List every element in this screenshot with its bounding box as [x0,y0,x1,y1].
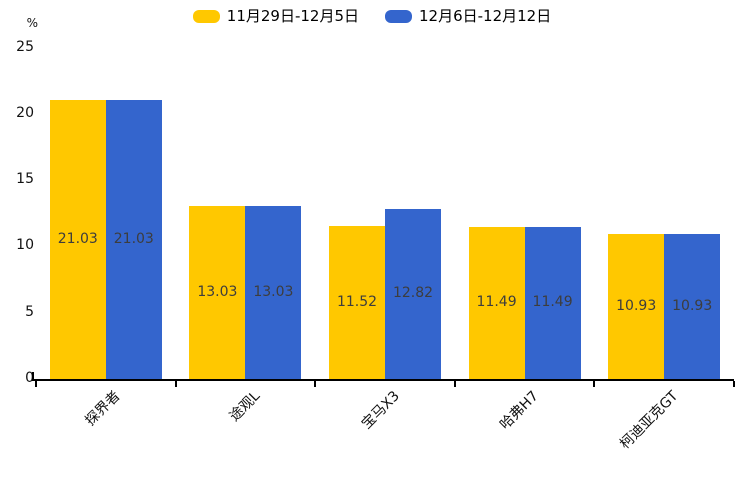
x-axis-tick-mark [35,381,37,387]
x-tick-label-途观L: 途观L [226,388,263,425]
y-tick-label: 5 [25,303,34,320]
legend-label: 11月29日-12月5日 [226,7,359,25]
bar-宝马X3-series1 [385,209,441,379]
legend-item-0: 11月29日-12月5日 [192,7,359,25]
bar-哈弗H7-series0 [468,226,525,379]
y-tick-label: 0 [25,370,34,386]
x-tick-label-宝马X3: 宝马X3 [358,388,403,433]
x-tick-label-柯迪亚克GT: 柯迪亚克GT [617,388,682,453]
legend: 11月29日-12月5日 12月6日-12月12日 [0,7,744,25]
y-axis-origin-tick [32,372,34,379]
bar-value-label: 11.52 [336,293,378,310]
bar-value-label: 10.93 [616,297,657,314]
y-tick-label: 20 [16,104,34,121]
bar-柯迪亚克GT-series0 [608,234,665,379]
x-axis-tick-mark [593,381,596,387]
bar-value-label: 11.49 [476,293,517,310]
x-axis-tick-mark [174,381,177,387]
bar-探界者-series1 [105,100,162,379]
bar-value-label: 21.03 [113,230,154,247]
bar-value-label: 13.03 [197,283,238,300]
legend-swatch-icon [192,9,220,23]
legend-item-1: 12月6日-12月12日 [385,7,551,25]
bar-value-label: 12.82 [392,285,434,301]
bar-柯迪亚克GT-series1 [664,234,721,379]
bar-宝马X3-series0 [329,226,385,379]
bar-途观L-series0 [189,206,246,379]
bar-value-label: 13.03 [253,283,294,300]
x-axis-line [32,379,734,381]
x-axis-tick-mark [733,381,735,387]
y-tick-label: 15 [16,171,34,188]
x-axis-tick-mark [314,381,317,387]
x-tick-label-哈弗H7: 哈弗H7 [497,388,543,433]
bar-value-label: 21.03 [57,230,98,247]
legend-label: 12月6日-12月12日 [419,7,552,25]
bar-途观L-series1 [245,206,302,379]
bar-哈弗H7-series1 [524,226,581,379]
bar-value-label: 10.93 [672,297,713,314]
bar-探界者-series0 [49,100,106,379]
bar-value-label: 11.49 [532,293,573,310]
x-axis-tick-mark [453,381,456,387]
y-tick-label: 25 [16,38,34,55]
y-axis-unit-label: % [26,16,38,30]
plot-area: 21.03 21.03 13.03 13.03 11.52 12.82 11.49 11.49… [36,0,734,379]
legend-swatch-icon [385,9,412,23]
y-tick-label: 10 [16,237,34,254]
x-tick-label-探界者: 探界者 [82,388,124,430]
